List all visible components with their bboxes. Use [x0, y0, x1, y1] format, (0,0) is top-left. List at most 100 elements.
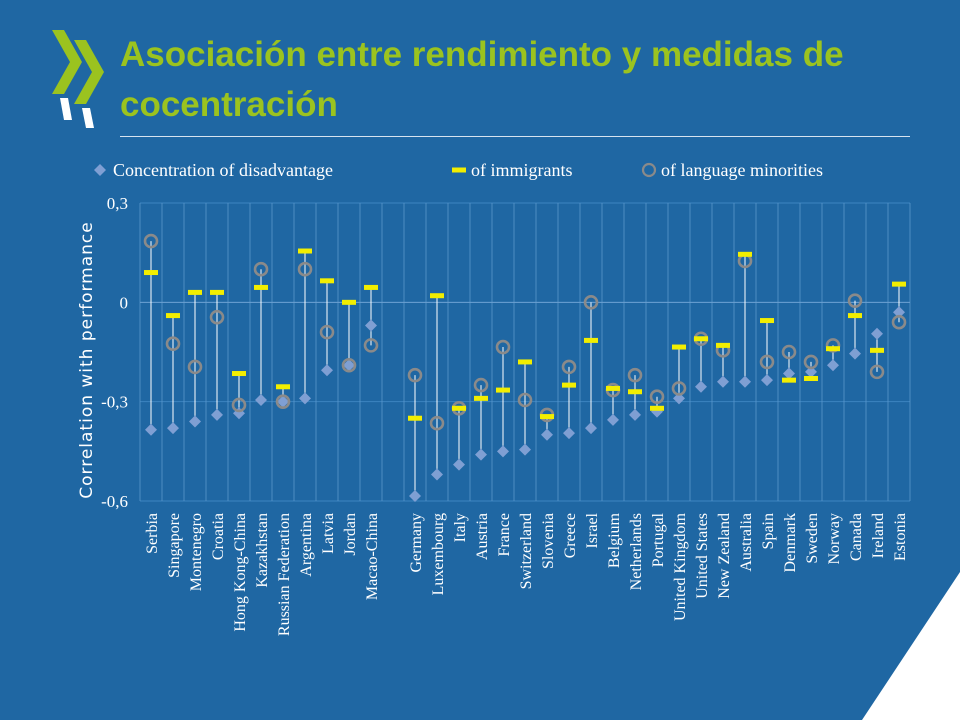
immigrants-point — [848, 313, 862, 319]
legend-dash-icon — [452, 167, 466, 173]
immigrants-point — [870, 347, 884, 353]
x-tick-label: Denmark — [782, 513, 799, 573]
language-point — [473, 377, 489, 393]
disadvantage-point — [189, 415, 201, 428]
language-point — [209, 309, 225, 325]
legend-label: of immigrants — [471, 160, 573, 180]
disadvantage-point — [167, 422, 179, 435]
immigrants-point — [452, 405, 466, 411]
disadvantage-point — [607, 413, 619, 426]
language-point — [429, 415, 445, 431]
immigrants-point — [320, 278, 334, 284]
disadvantage-point — [563, 427, 575, 440]
language-point — [165, 336, 181, 352]
x-tick-label: Serbia — [144, 513, 161, 554]
title-divider — [120, 136, 910, 137]
immigrants-point — [408, 415, 422, 421]
immigrants-point — [738, 251, 752, 257]
language-point — [275, 394, 291, 409]
immigrants-point — [166, 313, 180, 319]
immigrants-point — [298, 248, 312, 254]
disadvantage-point — [871, 327, 883, 340]
language-point — [231, 397, 247, 413]
x-tick-label: United Kingdom — [672, 512, 689, 621]
immigrants-point — [144, 270, 158, 276]
x-tick-label: Croatia — [210, 513, 227, 560]
disadvantage-point — [695, 380, 707, 393]
disadvantage-point — [145, 423, 157, 436]
disadvantage-point — [541, 428, 553, 441]
legend-label: of language minorities — [661, 160, 823, 180]
language-point — [781, 344, 797, 360]
immigrants-point — [694, 336, 708, 342]
language-point — [407, 367, 423, 383]
y-axis-label: Correlation with performance — [77, 221, 97, 499]
x-tick-label: Australia — [738, 513, 755, 572]
disadvantage-point — [211, 408, 223, 421]
x-tick-label: Montenegro — [188, 513, 205, 591]
immigrants-point — [650, 405, 664, 411]
disadvantage-point — [497, 445, 509, 458]
immigrants-point — [254, 284, 268, 290]
disadvantage-point — [431, 468, 443, 481]
immigrants-point — [474, 395, 488, 401]
immigrants-point — [342, 299, 356, 305]
language-point — [517, 392, 533, 408]
disadvantage-point — [849, 347, 861, 360]
x-tick-label: Slovenia — [540, 513, 557, 569]
language-point — [583, 295, 599, 310]
y-tick-label: 0,3 — [107, 194, 128, 213]
legend: Concentration of disadvantage of immigran… — [94, 160, 823, 180]
legend-diamond-icon — [94, 164, 106, 176]
x-tick-label: New Zealand — [716, 513, 733, 599]
disadvantage-point — [365, 319, 377, 332]
x-tick-label: Sweden — [804, 513, 821, 564]
immigrants-point — [210, 289, 224, 295]
immigrants-point — [606, 385, 620, 391]
x-tick-label: Hong Kong-China — [232, 513, 249, 632]
language-point — [869, 364, 885, 380]
x-tick-label: Argentina — [298, 513, 315, 577]
immigrants-point — [518, 359, 532, 365]
legend-label: Concentration of disadvantage — [113, 160, 333, 180]
x-tick-label: Ireland — [870, 513, 887, 558]
language-point — [891, 314, 907, 330]
x-tick-label: Netherlands — [628, 513, 645, 590]
x-tick-label: Greece — [562, 513, 579, 558]
language-point — [319, 324, 335, 340]
immigrants-point — [716, 342, 730, 348]
immigrants-point — [628, 389, 642, 395]
immigrants-point — [892, 281, 906, 287]
language-point — [495, 339, 511, 355]
disadvantage-point — [585, 422, 597, 435]
x-tick-label: Austria — [474, 513, 491, 560]
immigrants-point — [540, 414, 554, 420]
disadvantage-point — [761, 374, 773, 387]
x-tick-label: Singapore — [166, 513, 183, 578]
disadvantage-point — [739, 375, 751, 388]
x-tick-label: France — [496, 513, 513, 557]
language-point — [803, 354, 819, 370]
disadvantage-point — [409, 490, 421, 503]
language-point — [627, 367, 643, 383]
disadvantage-point — [453, 458, 465, 471]
disadvantage-point — [673, 392, 685, 405]
disadvantage-point — [629, 408, 641, 421]
disadvantage-point — [783, 367, 795, 380]
disadvantage-point — [255, 394, 267, 407]
x-tick-label: Estonia — [892, 513, 909, 561]
x-tick-label: Switzerland — [518, 513, 535, 589]
language-point — [759, 354, 775, 370]
immigrants-point — [364, 284, 378, 290]
language-point — [363, 338, 379, 353]
y-tick-label: -0,3 — [101, 393, 128, 412]
immigrants-point — [232, 371, 246, 377]
immigrants-point — [496, 387, 510, 393]
disadvantage-point — [277, 395, 289, 408]
x-tick-label: Luxembourg — [430, 513, 447, 595]
x-tick-label: Israel — [584, 512, 601, 548]
x-tick-label: Kazakhstan — [254, 513, 271, 588]
immigrants-point — [430, 293, 444, 299]
